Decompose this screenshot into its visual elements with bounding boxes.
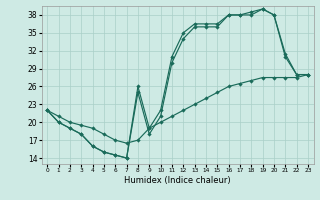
- X-axis label: Humidex (Indice chaleur): Humidex (Indice chaleur): [124, 176, 231, 185]
